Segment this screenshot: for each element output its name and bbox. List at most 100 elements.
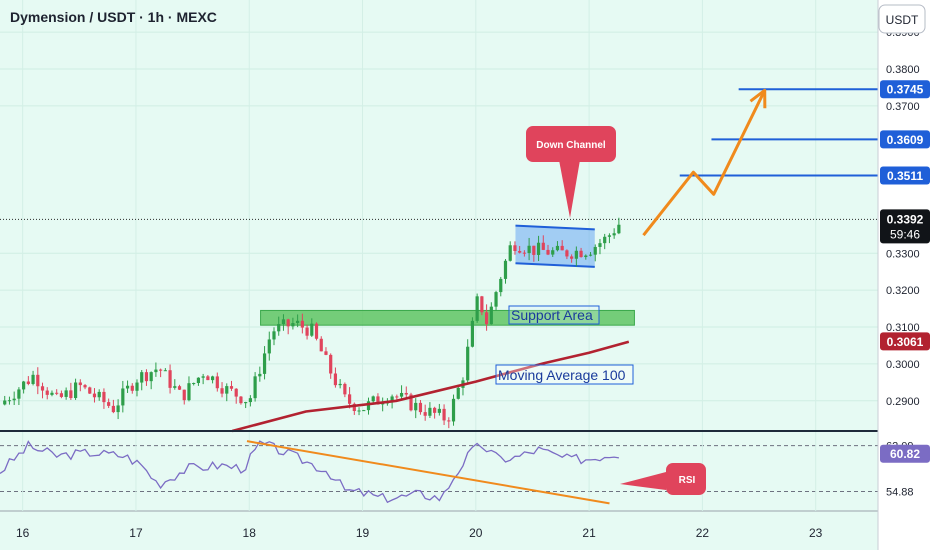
candle-body xyxy=(291,323,295,327)
candle-body xyxy=(130,385,134,391)
candle-body xyxy=(333,373,338,386)
candle-body xyxy=(347,394,352,404)
candle-body xyxy=(31,374,35,384)
candle-body xyxy=(220,388,224,394)
candle-body xyxy=(111,405,115,413)
moving-average-100-line xyxy=(231,340,630,433)
target-badge-box xyxy=(880,80,930,99)
projection-arrow-head-stroke xyxy=(749,88,767,109)
currency-button-box[interactable] xyxy=(878,4,926,34)
candle-body xyxy=(55,392,59,394)
target-badge-text: 0.3609 xyxy=(887,133,924,147)
candle-body xyxy=(376,396,380,405)
rsi-scale-label: 54.88 xyxy=(886,486,914,498)
candle-body xyxy=(135,382,139,391)
candle-body xyxy=(244,402,248,404)
candle-body xyxy=(390,396,394,403)
price-scale-label: 0.3100 xyxy=(886,322,920,334)
candle-body xyxy=(281,319,286,325)
candle-body xyxy=(314,323,319,339)
candle-body xyxy=(395,396,399,398)
candle-body xyxy=(262,353,267,374)
candle-body xyxy=(338,383,342,386)
candle-body xyxy=(253,376,257,399)
candle-body xyxy=(173,386,177,388)
rsi-callout-text: RSI xyxy=(679,475,696,486)
rsi-callout-pointer xyxy=(620,472,666,490)
time-axis-label: 20 xyxy=(469,526,483,540)
price-scale-label: 0.3200 xyxy=(886,285,920,297)
candle-body xyxy=(532,245,536,255)
target-badge-box xyxy=(880,166,930,185)
time-axis: 16 17 18 19 20 21 22 23 xyxy=(16,526,823,540)
candle-body xyxy=(97,391,101,398)
candle-body xyxy=(593,246,597,255)
candle-body xyxy=(371,396,375,402)
target-badge-box xyxy=(880,130,930,149)
ma-badge-box xyxy=(880,332,930,351)
candle-body xyxy=(229,386,234,389)
candle-body xyxy=(159,369,163,371)
down-channel-callout-pointer xyxy=(559,160,580,218)
candle-body xyxy=(551,250,555,255)
currency-button-label[interactable]: USDT xyxy=(886,13,919,27)
moving-average-label-box xyxy=(495,364,634,385)
candle-body xyxy=(116,405,120,413)
price-scale-label: 0.3700 xyxy=(886,101,920,113)
candle-body xyxy=(442,408,446,421)
current-price-badge-text: 0.3392 xyxy=(887,212,924,226)
candle-body xyxy=(92,393,97,398)
candle-body xyxy=(570,256,574,259)
rsi-trend-line xyxy=(246,440,610,505)
candle-body xyxy=(196,377,201,384)
time-axis-label: 19 xyxy=(356,526,370,540)
candle-body xyxy=(494,292,498,307)
candle-body xyxy=(144,372,149,382)
candle-body xyxy=(433,407,437,413)
candle-body xyxy=(102,391,106,403)
candle-body xyxy=(69,390,73,399)
candle-body xyxy=(541,242,545,250)
candle-body xyxy=(88,387,92,394)
chart-background xyxy=(0,0,878,550)
candle-body xyxy=(475,296,479,321)
candle-body xyxy=(7,400,12,402)
candle-body xyxy=(22,381,26,390)
candle-body xyxy=(329,354,333,374)
time-axis-label: 21 xyxy=(582,526,596,540)
candle-body xyxy=(423,412,427,416)
candle-body xyxy=(26,381,30,384)
rsi-badge-text: 60.82 xyxy=(890,447,920,461)
currency-button[interactable]: USDT xyxy=(878,4,926,34)
price-scale-label: 0.3000 xyxy=(886,359,920,371)
candles-group xyxy=(3,217,621,429)
candle-body xyxy=(414,402,418,411)
time-axis-label: 16 xyxy=(16,526,30,540)
candle-body xyxy=(404,392,408,395)
candle-body xyxy=(484,312,489,325)
time-axis-label: 17 xyxy=(129,526,143,540)
time-axis-label: 22 xyxy=(696,526,710,540)
support-area-zone xyxy=(260,309,635,326)
candle-body xyxy=(40,386,45,391)
candle-body xyxy=(149,372,153,382)
price-scale-label: 0.3300 xyxy=(886,248,920,260)
rsi-grid xyxy=(0,445,878,512)
candle-body xyxy=(201,376,205,378)
candle-body xyxy=(499,278,503,293)
candle-body xyxy=(215,376,219,389)
candle-body xyxy=(546,249,550,255)
candle-body xyxy=(225,386,229,394)
candle-body xyxy=(125,385,130,389)
time-axis-label: 23 xyxy=(809,526,823,540)
candle-body xyxy=(154,369,158,373)
candle-body xyxy=(182,389,186,401)
candle-body xyxy=(286,319,290,327)
candle-body xyxy=(3,400,7,405)
candle-body xyxy=(603,236,607,244)
down-channel-callout: Down Channel xyxy=(526,126,616,218)
symbol-title: Dymension / USDT · 1h · MEXC xyxy=(10,9,217,25)
support-area-label-box xyxy=(508,305,600,325)
